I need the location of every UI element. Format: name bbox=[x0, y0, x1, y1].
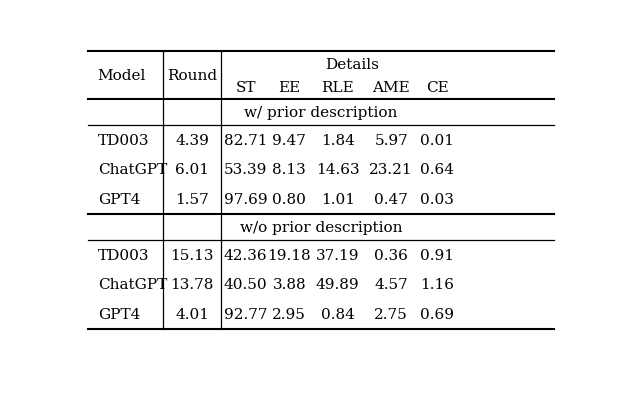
Text: 53.39: 53.39 bbox=[224, 163, 267, 177]
Text: 4.57: 4.57 bbox=[374, 277, 408, 292]
Text: 4.39: 4.39 bbox=[175, 134, 209, 147]
Text: 1.57: 1.57 bbox=[175, 193, 209, 207]
Text: Model: Model bbox=[98, 69, 146, 83]
Text: 1.84: 1.84 bbox=[321, 134, 355, 147]
Text: 0.03: 0.03 bbox=[420, 193, 454, 207]
Text: 13.78: 13.78 bbox=[170, 277, 214, 292]
Text: 0.64: 0.64 bbox=[420, 163, 454, 177]
Text: 8.13: 8.13 bbox=[272, 163, 306, 177]
Text: 0.91: 0.91 bbox=[420, 248, 454, 262]
Text: 0.69: 0.69 bbox=[420, 307, 454, 321]
Text: 0.01: 0.01 bbox=[420, 134, 454, 147]
Text: 42.36: 42.36 bbox=[224, 248, 267, 262]
Text: 0.47: 0.47 bbox=[374, 193, 408, 207]
Text: 9.47: 9.47 bbox=[272, 134, 306, 147]
Text: 5.97: 5.97 bbox=[374, 134, 408, 147]
Text: 40.50: 40.50 bbox=[224, 277, 267, 292]
Text: 49.89: 49.89 bbox=[316, 277, 359, 292]
Text: 1.01: 1.01 bbox=[321, 193, 355, 207]
Text: CE: CE bbox=[426, 81, 449, 95]
Text: GPT4: GPT4 bbox=[98, 193, 140, 207]
Text: w/o prior description: w/o prior description bbox=[240, 220, 402, 234]
Text: 2.95: 2.95 bbox=[272, 307, 306, 321]
Text: 0.84: 0.84 bbox=[321, 307, 355, 321]
Text: 23.21: 23.21 bbox=[369, 163, 413, 177]
Text: ChatGPT: ChatGPT bbox=[98, 163, 167, 177]
Text: 0.80: 0.80 bbox=[272, 193, 306, 207]
Text: TD003: TD003 bbox=[98, 248, 149, 262]
Text: 4.01: 4.01 bbox=[175, 307, 209, 321]
Text: 37.19: 37.19 bbox=[316, 248, 359, 262]
Text: Round: Round bbox=[167, 69, 217, 83]
Text: ChatGPT: ChatGPT bbox=[98, 277, 167, 292]
Text: 92.77: 92.77 bbox=[224, 307, 267, 321]
Text: 97.69: 97.69 bbox=[224, 193, 267, 207]
Text: ST: ST bbox=[235, 81, 256, 95]
Text: 2.75: 2.75 bbox=[374, 307, 408, 321]
Text: AME: AME bbox=[372, 81, 410, 95]
Text: EE: EE bbox=[278, 81, 300, 95]
Text: GPT4: GPT4 bbox=[98, 307, 140, 321]
Text: 19.18: 19.18 bbox=[267, 248, 311, 262]
Text: 1.16: 1.16 bbox=[420, 277, 454, 292]
Text: Details: Details bbox=[326, 58, 379, 72]
Text: 0.36: 0.36 bbox=[374, 248, 408, 262]
Text: w/ prior description: w/ prior description bbox=[244, 106, 398, 120]
Text: 14.63: 14.63 bbox=[316, 163, 359, 177]
Text: 15.13: 15.13 bbox=[170, 248, 214, 262]
Text: 6.01: 6.01 bbox=[175, 163, 209, 177]
Text: 3.88: 3.88 bbox=[272, 277, 306, 292]
Text: 82.71: 82.71 bbox=[224, 134, 267, 147]
Text: TD003: TD003 bbox=[98, 134, 149, 147]
Text: RLE: RLE bbox=[321, 81, 354, 95]
